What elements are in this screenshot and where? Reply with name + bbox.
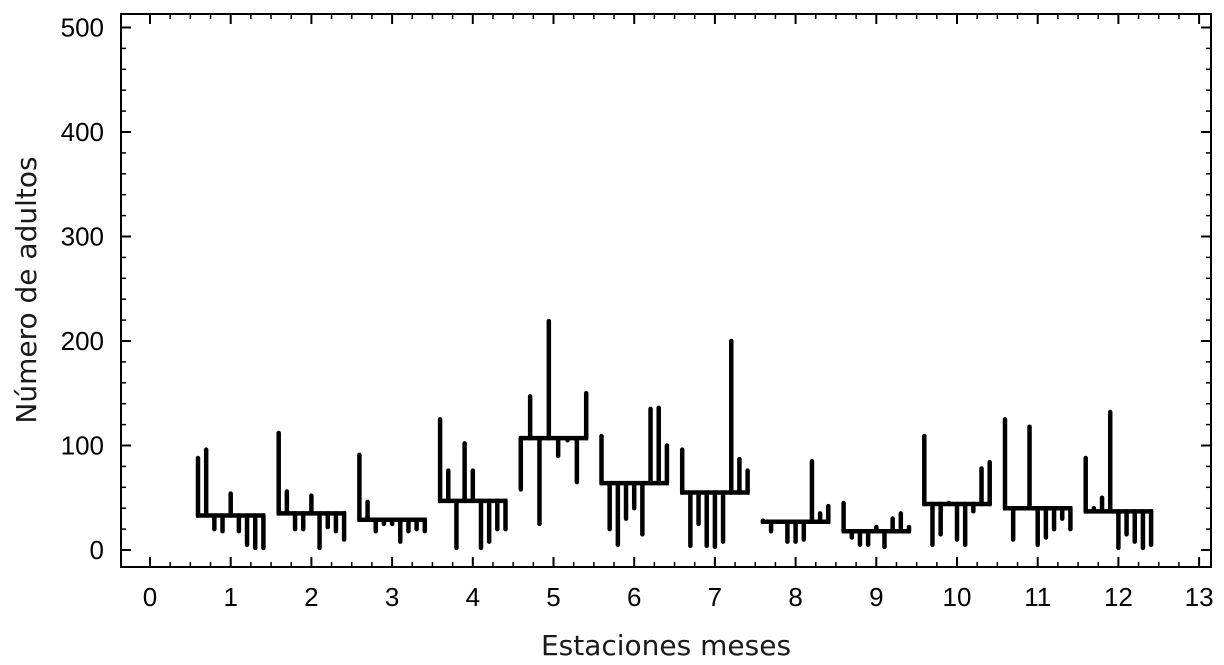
plot-frame [120,13,1212,568]
month-group-6 [599,405,670,548]
x-tick-label: 6 [627,582,641,612]
x-tick-label: 12 [1104,582,1133,612]
month-group-5 [518,318,589,527]
x-tick-label: 8 [788,582,802,612]
x-tick-label: 7 [708,582,722,612]
y-tick-label: 100 [61,431,104,461]
month-group-7 [679,338,750,550]
x-tick-label: 4 [466,582,480,612]
y-axis-title: Número de adultos [10,156,43,423]
x-tick-labels: 0 1 2 3 4 5 6 7 8 9 10 11 12 13 [143,582,1214,612]
x-tick-label: 0 [143,582,157,612]
month-group-3 [357,452,428,544]
y-tick-label: 0 [90,535,104,565]
month-group-10 [922,433,992,548]
x-tick-label: 2 [304,582,318,612]
x-tick-label: 3 [385,582,399,612]
month-group-11 [1002,417,1073,548]
x-tick-label: 10 [943,582,972,612]
x-tick-label: 13 [1185,582,1214,612]
x-tick-label: 1 [223,582,237,612]
y-tick-label: 200 [61,326,104,356]
x-tick-label: 11 [1024,582,1051,612]
month-group-12 [1083,409,1154,551]
y-tick-label: 500 [61,13,104,43]
data-bars [195,318,1154,551]
month-group-8 [760,458,831,544]
y-tick-labels: 0 100 200 300 400 500 [61,13,104,566]
x-tick-label: 5 [546,582,560,612]
month-group-9 [841,500,912,550]
month-group-2 [276,430,347,551]
y-tick-label: 400 [61,117,104,147]
axis-ticks [121,14,1211,567]
y-tick-label: 300 [61,222,104,252]
month-group-1 [195,447,266,551]
month-group-4 [437,417,508,551]
x-tick-label: 9 [869,582,883,612]
x-axis-title: Estaciones meses [541,629,791,662]
